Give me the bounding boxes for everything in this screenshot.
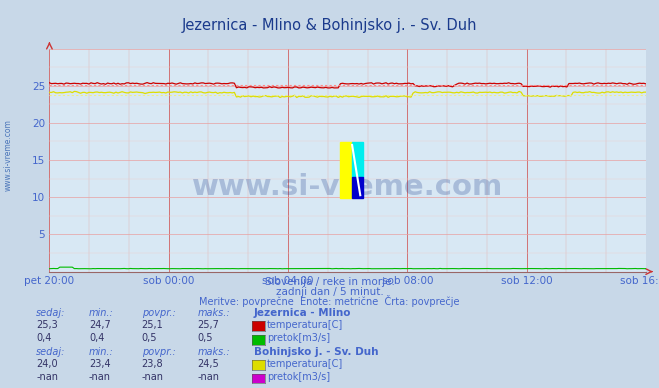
- Text: 23,8: 23,8: [142, 359, 163, 369]
- Text: -nan: -nan: [89, 372, 111, 382]
- Text: Jezernica - Mlino: Jezernica - Mlino: [254, 308, 351, 318]
- Text: Slovenija / reke in morje.: Slovenija / reke in morje.: [264, 277, 395, 287]
- Bar: [340, 142, 352, 198]
- Text: 23,4: 23,4: [89, 359, 111, 369]
- Text: 24,5: 24,5: [198, 359, 219, 369]
- Text: 24,0: 24,0: [36, 359, 58, 369]
- Text: maks.:: maks.:: [198, 308, 231, 318]
- Text: -nan: -nan: [198, 372, 219, 382]
- Text: Bohinjsko j. - Sv. Duh: Bohinjsko j. - Sv. Duh: [254, 347, 378, 357]
- Text: sedaj:: sedaj:: [36, 347, 66, 357]
- Bar: [352, 142, 362, 177]
- Text: povpr.:: povpr.:: [142, 308, 175, 318]
- Text: Jezernica - Mlino & Bohinjsko j. - Sv. Duh: Jezernica - Mlino & Bohinjsko j. - Sv. D…: [182, 18, 477, 33]
- Bar: [352, 177, 362, 198]
- Text: pretok[m3/s]: pretok[m3/s]: [267, 372, 330, 382]
- Text: www.si-vreme.com: www.si-vreme.com: [3, 119, 13, 191]
- Text: min.:: min.:: [89, 308, 114, 318]
- Text: -nan: -nan: [36, 372, 58, 382]
- Text: maks.:: maks.:: [198, 347, 231, 357]
- Text: sedaj:: sedaj:: [36, 308, 66, 318]
- Text: 0,4: 0,4: [36, 333, 51, 343]
- Text: pretok[m3/s]: pretok[m3/s]: [267, 333, 330, 343]
- Text: povpr.:: povpr.:: [142, 347, 175, 357]
- Text: zadnji dan / 5 minut.: zadnji dan / 5 minut.: [275, 287, 384, 297]
- Text: 25,3: 25,3: [36, 320, 58, 330]
- Text: Meritve: povprečne  Enote: metrične  Črta: povprečje: Meritve: povprečne Enote: metrične Črta:…: [199, 294, 460, 307]
- Text: -nan: -nan: [142, 372, 163, 382]
- Text: 0,5: 0,5: [198, 333, 214, 343]
- Text: www.si-vreme.com: www.si-vreme.com: [192, 173, 503, 201]
- Text: 0,5: 0,5: [142, 333, 158, 343]
- Text: 25,7: 25,7: [198, 320, 219, 330]
- Text: temperatura[C]: temperatura[C]: [267, 320, 343, 330]
- Text: temperatura[C]: temperatura[C]: [267, 359, 343, 369]
- Text: 24,7: 24,7: [89, 320, 111, 330]
- Text: min.:: min.:: [89, 347, 114, 357]
- Text: 25,1: 25,1: [142, 320, 163, 330]
- Text: 0,4: 0,4: [89, 333, 104, 343]
